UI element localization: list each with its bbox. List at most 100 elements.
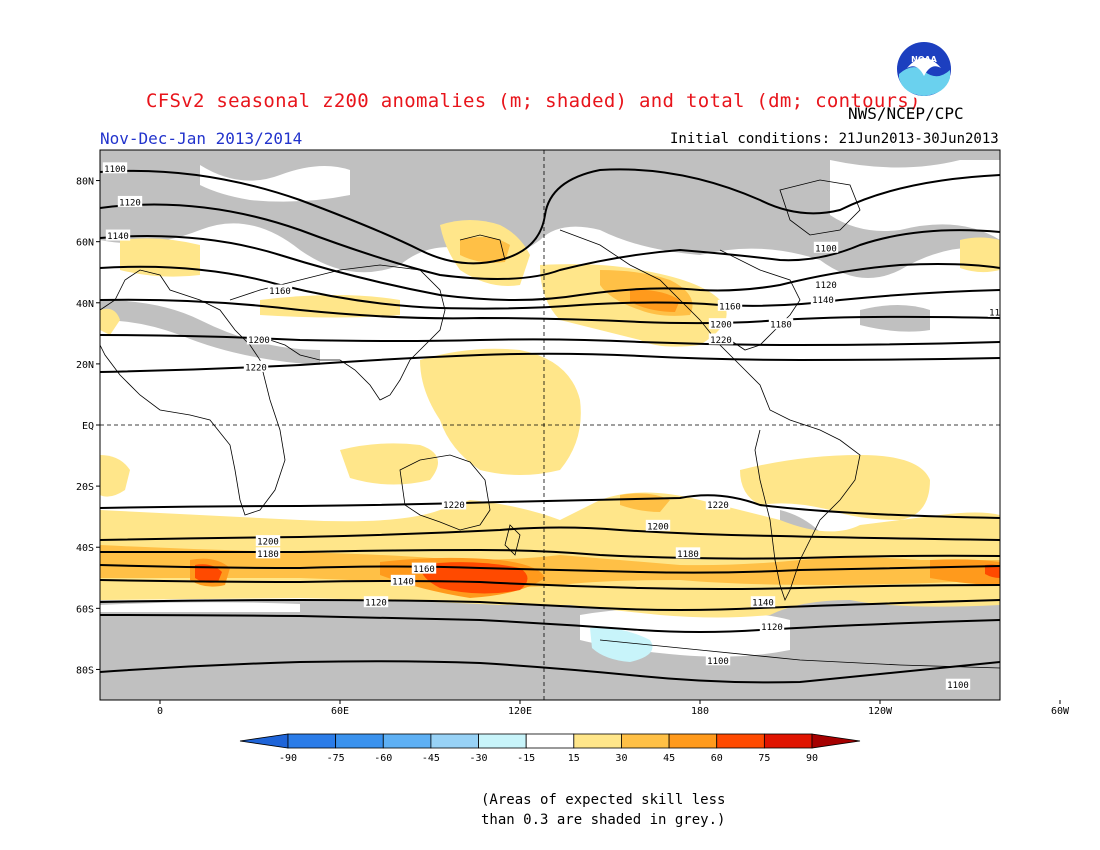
- lat-tick-label: 40N: [76, 299, 94, 310]
- colorbar-label: -60: [374, 753, 392, 764]
- longitude-axis: 060E120E180120W60W0: [157, 700, 1070, 717]
- lon-tick-label: 180: [691, 706, 709, 717]
- skill-footnote-line2: than 0.3 are shaded in grey.): [481, 812, 726, 828]
- contour-label: 1180: [257, 550, 279, 560]
- latitude-axis: 80N 60N 40N 20N EQ 20S 40S 60S 80S: [76, 177, 100, 676]
- contour-label: 1160: [269, 287, 291, 297]
- lat-tick-label: 80N: [76, 177, 94, 188]
- contour-label: 1160: [413, 565, 435, 575]
- contour-label-bg: [705, 654, 731, 666]
- colorbar-segment: [621, 733, 670, 749]
- contour-label-bg: [390, 574, 416, 586]
- contour-label: 1140: [392, 577, 414, 587]
- contour-label: 1120: [119, 198, 141, 208]
- contour-label: 1120: [815, 281, 837, 291]
- colorbar-label: -15: [517, 753, 535, 764]
- contour-label-bg: [705, 498, 731, 510]
- contour-label: 1200: [710, 321, 732, 331]
- lon-tick-label: 0: [157, 706, 163, 717]
- noaa-logo: NOAA: [893, 38, 955, 100]
- contour-label: 1220: [710, 336, 732, 346]
- contour-label-bg: [105, 229, 131, 241]
- colorbar-label: 30: [615, 753, 627, 764]
- contour-label: 1120: [365, 599, 387, 609]
- contour-label: 1220: [245, 363, 267, 373]
- lon-tick-label: 60E: [331, 706, 349, 717]
- contour-label-bg: [102, 162, 128, 174]
- colorbar-segment: [430, 733, 479, 749]
- map-title: CFSv2 seasonal z200 anomalies (m; shaded…: [146, 90, 921, 112]
- negative-anomaly-area: [590, 627, 653, 662]
- lat-tick-label: 60S: [76, 604, 94, 615]
- contour-label-bg: [675, 547, 701, 559]
- contour-label-bg: [411, 562, 437, 574]
- contour-label: 1100: [707, 657, 729, 667]
- contour-label: 1200: [647, 522, 669, 532]
- contour-label: 1220: [443, 501, 465, 511]
- contour-label-bg: [708, 333, 734, 345]
- colorbar-segment: [525, 733, 575, 749]
- contour-label: 1160: [719, 302, 741, 312]
- lat-tick-label: EQ: [82, 421, 94, 432]
- initial-conditions: Initial conditions: 21Jun2013-30Jun2013: [670, 131, 999, 147]
- contour-labels: 1100 1120 1140 1160 1200 1220 1100 1120 1140 1160…: [102, 162, 1011, 691]
- lat-tick-label: 40S: [76, 543, 94, 554]
- colorbar-segment: [668, 733, 718, 749]
- contour-label-bg: [759, 620, 785, 632]
- contour-label: 1220: [707, 501, 729, 511]
- contour-label-bg: [708, 318, 734, 330]
- contour-label-bg: [117, 195, 143, 207]
- contour-label-bg: [750, 596, 776, 608]
- contour-label: 1100: [104, 165, 126, 175]
- contour-label: 1140: [752, 599, 774, 609]
- lon-tick-label: 120W: [868, 706, 893, 717]
- colorbar-segment: [763, 733, 813, 749]
- colorbar-label: 45: [663, 753, 675, 764]
- contour-label: 1100: [815, 244, 837, 254]
- contour-label-bg: [813, 278, 839, 290]
- agency-label: NWS/NCEP/CPC: [848, 104, 964, 123]
- colorbar-label: 15: [568, 753, 580, 764]
- colorbar-segment: [335, 733, 384, 749]
- contour-label-bg: [363, 596, 389, 608]
- contour-label-bg: [267, 284, 293, 296]
- lat-tick-label: 80S: [76, 665, 94, 676]
- lon-tick-label: 120E: [508, 706, 532, 717]
- contour-label-bg: [645, 519, 671, 531]
- contour-label: 1180: [770, 321, 792, 331]
- colorbar-segment: [716, 733, 765, 749]
- contour-label: 1140: [107, 232, 129, 242]
- colorbar-segment: [382, 733, 432, 749]
- lat-tick-label: 20S: [76, 482, 94, 493]
- skill-footnote-line1: (Areas of expected skill less: [481, 792, 726, 808]
- contour-label-bg: [246, 333, 272, 345]
- lat-tick-label: 60N: [76, 238, 94, 249]
- colorbar-segment: [573, 733, 622, 749]
- contour-label-bg: [987, 305, 1000, 317]
- lon-tick-label: 60W: [1051, 706, 1070, 717]
- contour-label-bg: [945, 678, 971, 690]
- contour-label-bg: [813, 241, 839, 253]
- contour-label: 1180: [677, 550, 699, 560]
- contour-label: 1120: [761, 623, 783, 633]
- colorbar-label: 60: [711, 753, 723, 764]
- contour-label-bg: [255, 547, 281, 559]
- colorbar-segment: [478, 733, 527, 749]
- colorbar-segment: [287, 733, 337, 749]
- colorbar-label: -45: [422, 753, 440, 764]
- contour-label-bg: [441, 498, 467, 510]
- contour-label: 1140: [812, 296, 834, 306]
- contour-label: 1180: [989, 308, 1011, 318]
- lat-tick-label: 20N: [76, 360, 94, 371]
- contour-label-bg: [768, 318, 794, 330]
- contour-label-bg: [717, 299, 743, 311]
- colorbar-label: -30: [470, 753, 488, 764]
- contour-label: 1200: [257, 538, 279, 548]
- contour-label: 1200: [248, 336, 270, 346]
- colorbar-arrow-low: [239, 733, 289, 749]
- contour-label-bg: [255, 535, 281, 547]
- coastlines: [100, 179, 1000, 669]
- colorbar-label: -75: [327, 753, 345, 764]
- contour-label-bg: [243, 360, 269, 372]
